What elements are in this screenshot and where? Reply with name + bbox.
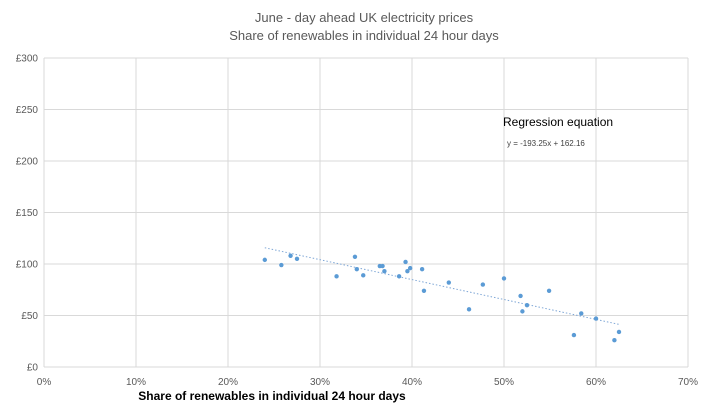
y-axis: £0 £50 £100 £150 £200 £250 £300 bbox=[16, 54, 39, 374]
data-point bbox=[524, 303, 530, 308]
data-point bbox=[546, 288, 552, 293]
x-tick-label: 40% bbox=[402, 377, 422, 388]
data-point bbox=[501, 276, 507, 281]
data-point bbox=[262, 257, 267, 263]
x-tick-label: 50% bbox=[494, 377, 514, 388]
data-point bbox=[612, 338, 617, 343]
trendline-line bbox=[264, 247, 620, 325]
data-point bbox=[352, 254, 358, 259]
x-axis-label: Share of renewables in individual 24 hou… bbox=[138, 389, 406, 403]
data-point bbox=[354, 266, 359, 272]
data-point bbox=[571, 332, 577, 338]
y-tick-label: £300 bbox=[16, 54, 39, 65]
x-tick-label: 10% bbox=[126, 377, 146, 388]
data-point bbox=[382, 269, 387, 274]
data-point bbox=[334, 274, 339, 279]
y-tick-label: £0 bbox=[27, 363, 39, 374]
x-axis: 0% 10% 20% 30% 40% 50% 60% 70% bbox=[37, 377, 698, 388]
data-points bbox=[262, 253, 622, 343]
y-tick-label: £250 bbox=[16, 105, 39, 116]
data-point bbox=[294, 256, 300, 262]
data-point bbox=[616, 329, 622, 335]
data-point bbox=[380, 263, 385, 269]
x-tick-label: 20% bbox=[218, 377, 238, 388]
data-point bbox=[396, 274, 402, 279]
data-point bbox=[361, 273, 366, 278]
x-tick-label: 30% bbox=[310, 377, 330, 388]
data-point bbox=[579, 311, 584, 316]
data-point bbox=[518, 293, 523, 299]
data-point bbox=[407, 265, 413, 271]
trendline bbox=[264, 247, 620, 325]
regression-title: Regression equation bbox=[503, 115, 613, 129]
y-tick-label: £150 bbox=[16, 208, 39, 219]
data-point bbox=[419, 266, 425, 272]
y-tick-label: £100 bbox=[16, 260, 39, 271]
data-point bbox=[421, 288, 427, 293]
data-point bbox=[288, 253, 293, 258]
data-point bbox=[520, 309, 525, 314]
data-point bbox=[466, 307, 472, 312]
y-tick-label: £50 bbox=[21, 311, 38, 322]
chart-subtitle: Share of renewables in individual 24 hou… bbox=[229, 28, 499, 43]
data-point bbox=[480, 282, 486, 287]
regression-equation: y = -193.25x + 162.16 bbox=[507, 139, 585, 148]
data-point bbox=[405, 269, 410, 274]
data-point bbox=[279, 262, 284, 268]
data-point bbox=[446, 280, 451, 285]
data-point bbox=[593, 316, 599, 321]
x-tick-label: 60% bbox=[586, 377, 606, 388]
chart-title: June - day ahead UK electricity prices bbox=[255, 10, 474, 25]
data-point bbox=[403, 259, 408, 265]
x-tick-label: 0% bbox=[37, 377, 52, 388]
y-tick-label: £200 bbox=[16, 157, 39, 168]
gridlines bbox=[43, 57, 689, 368]
x-tick-label: 70% bbox=[678, 377, 698, 388]
